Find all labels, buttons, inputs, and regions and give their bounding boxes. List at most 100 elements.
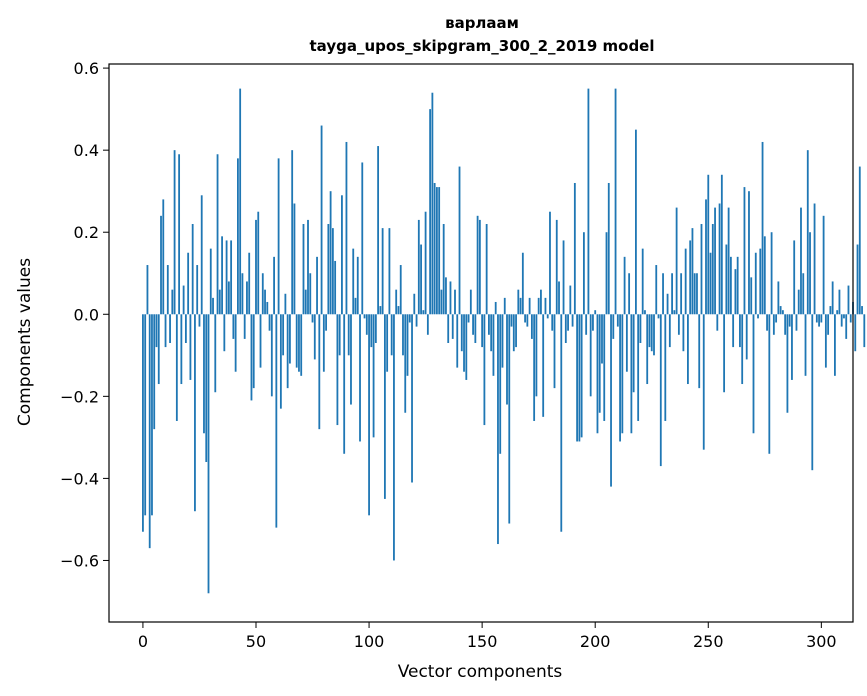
bar [252,314,255,389]
bar [809,232,811,315]
bar [182,285,185,315]
y-tick-label: 0.4 [74,141,99,160]
y-tick-label: 0.0 [74,305,99,324]
bar [386,314,389,372]
y-tick-label: −0.2 [60,387,99,406]
bar [569,285,572,315]
bar [390,314,393,356]
bar [465,314,468,380]
bar [200,195,203,315]
bar [255,219,257,315]
bar [144,314,147,516]
bar [662,273,664,315]
bar [488,314,490,335]
bar [275,314,278,528]
bar [361,162,364,315]
bar [564,314,567,343]
bar [481,314,484,348]
bar [635,129,637,315]
bar [307,219,309,315]
bar [248,252,251,315]
bar [142,314,144,532]
bar [189,314,192,380]
bar [300,314,303,376]
bar [736,256,739,315]
bar [286,314,289,389]
bar [223,314,226,352]
bar [239,88,242,315]
bar [171,289,174,315]
bar [399,265,402,315]
bar [802,273,805,315]
bar [424,211,427,315]
bar [508,314,511,524]
x-tick-label: 100 [354,632,385,651]
bar [689,240,692,315]
bar [795,314,798,331]
bar [827,314,830,335]
bar [460,314,463,352]
bar [225,240,228,315]
y-tick-label: 0.6 [74,59,99,78]
bar [571,314,574,327]
bar [858,166,861,315]
x-axis: 0 50 100 150 200 250 300 [138,622,837,651]
chart-title: варлаам [445,14,519,32]
bar [822,215,825,315]
bar [402,314,404,356]
bar [845,314,848,339]
bar [467,314,470,323]
bar [331,228,334,315]
bar [417,219,420,315]
bar [657,314,660,319]
bar [483,314,486,426]
bar [748,191,750,315]
bar [478,219,481,315]
bar [653,314,655,356]
bar [587,88,590,315]
bar [191,224,194,315]
bar [562,240,565,315]
bar [404,314,407,413]
bar [503,297,506,315]
bar [723,314,726,393]
bar [610,314,612,487]
bar [702,314,705,450]
bar [160,215,162,315]
bar [745,314,748,360]
bar [530,314,533,339]
bar [325,314,327,331]
bar [259,314,262,368]
bar [388,228,391,315]
bar [157,314,160,385]
bar [592,314,594,331]
bar [605,232,608,315]
bar [322,314,325,372]
bar [347,314,350,356]
bar [535,314,538,397]
bar [320,125,323,315]
bar [234,314,237,372]
bar [793,240,796,315]
bar [533,314,536,421]
bar [282,314,285,356]
bar [544,297,547,315]
bar [861,306,863,315]
bar [750,277,753,315]
bar [603,314,606,421]
bar [668,314,671,348]
bar [811,314,814,471]
bar [458,166,461,315]
bar [578,314,581,442]
bar [768,314,771,454]
chart-title-group: варлаам tayga_upos_skipgram_300_2_2019 m… [310,14,655,55]
bar [429,109,432,315]
bar [863,314,866,348]
bar [573,182,576,315]
bar [422,310,425,315]
bar [164,314,167,348]
bar [637,314,640,421]
bar [196,265,199,315]
bar [596,314,599,434]
bar [754,252,757,315]
